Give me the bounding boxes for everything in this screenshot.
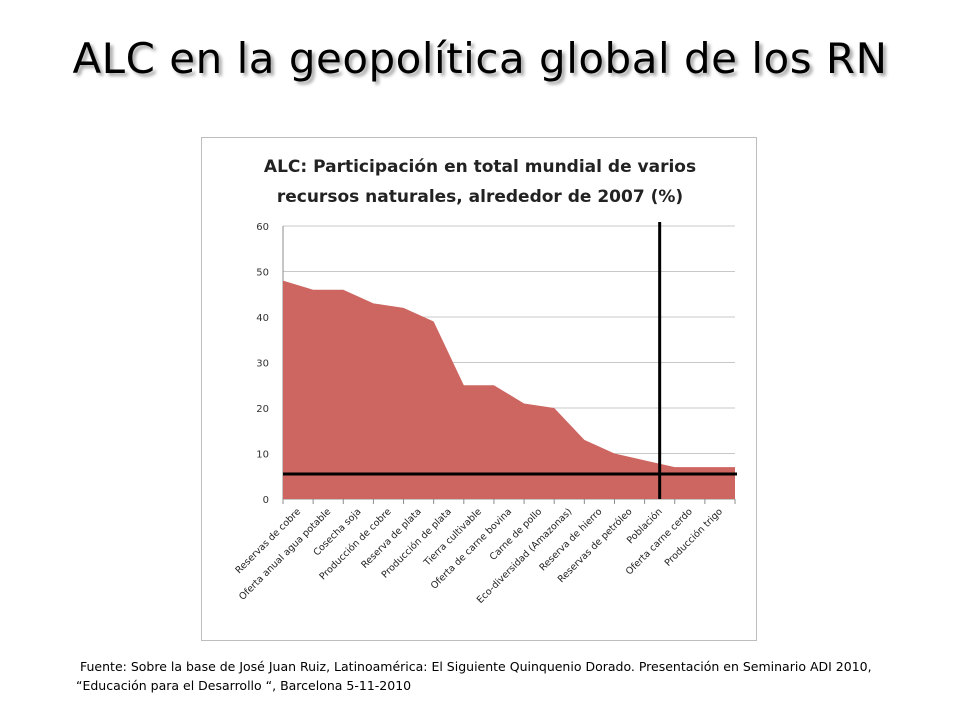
y-tick-label: 10 bbox=[256, 450, 269, 461]
y-tick-label: 0 bbox=[263, 495, 269, 506]
x-tick-label: Carne de pollo bbox=[488, 506, 545, 563]
area-series bbox=[283, 280, 735, 499]
y-tick-label: 60 bbox=[256, 222, 269, 233]
x-tick-label: Producción trigo bbox=[663, 506, 725, 568]
source-note: Fuente: Sobre la base de José Juan Ruiz,… bbox=[76, 657, 916, 695]
reference-lines bbox=[283, 222, 737, 499]
chart-title-line-2: recursos naturales, alrededor de 2007 (%… bbox=[277, 187, 683, 207]
source-line-1: Fuente: Sobre la base de José Juan Ruiz,… bbox=[80, 659, 872, 674]
y-tick-label: 20 bbox=[256, 404, 269, 415]
y-tick-label: 30 bbox=[256, 359, 269, 370]
area-fill bbox=[283, 280, 735, 499]
area-chart: ALC: Participación en total mundial de v… bbox=[233, 157, 737, 606]
y-axis-ticks: 0 10 20 30 40 50 60 bbox=[256, 222, 269, 506]
chart-title-line-1: ALC: Participación en total mundial de v… bbox=[264, 157, 696, 177]
y-tick-label: 40 bbox=[256, 313, 269, 324]
source-line-2: “Educación para el Desarrollo “, Barcelo… bbox=[76, 678, 412, 693]
chart-frame: ALC: Participación en total mundial de v… bbox=[201, 137, 757, 641]
y-tick-label: 50 bbox=[256, 268, 269, 279]
slide-title: ALC en la geopolítica global de los RN bbox=[72, 34, 888, 83]
